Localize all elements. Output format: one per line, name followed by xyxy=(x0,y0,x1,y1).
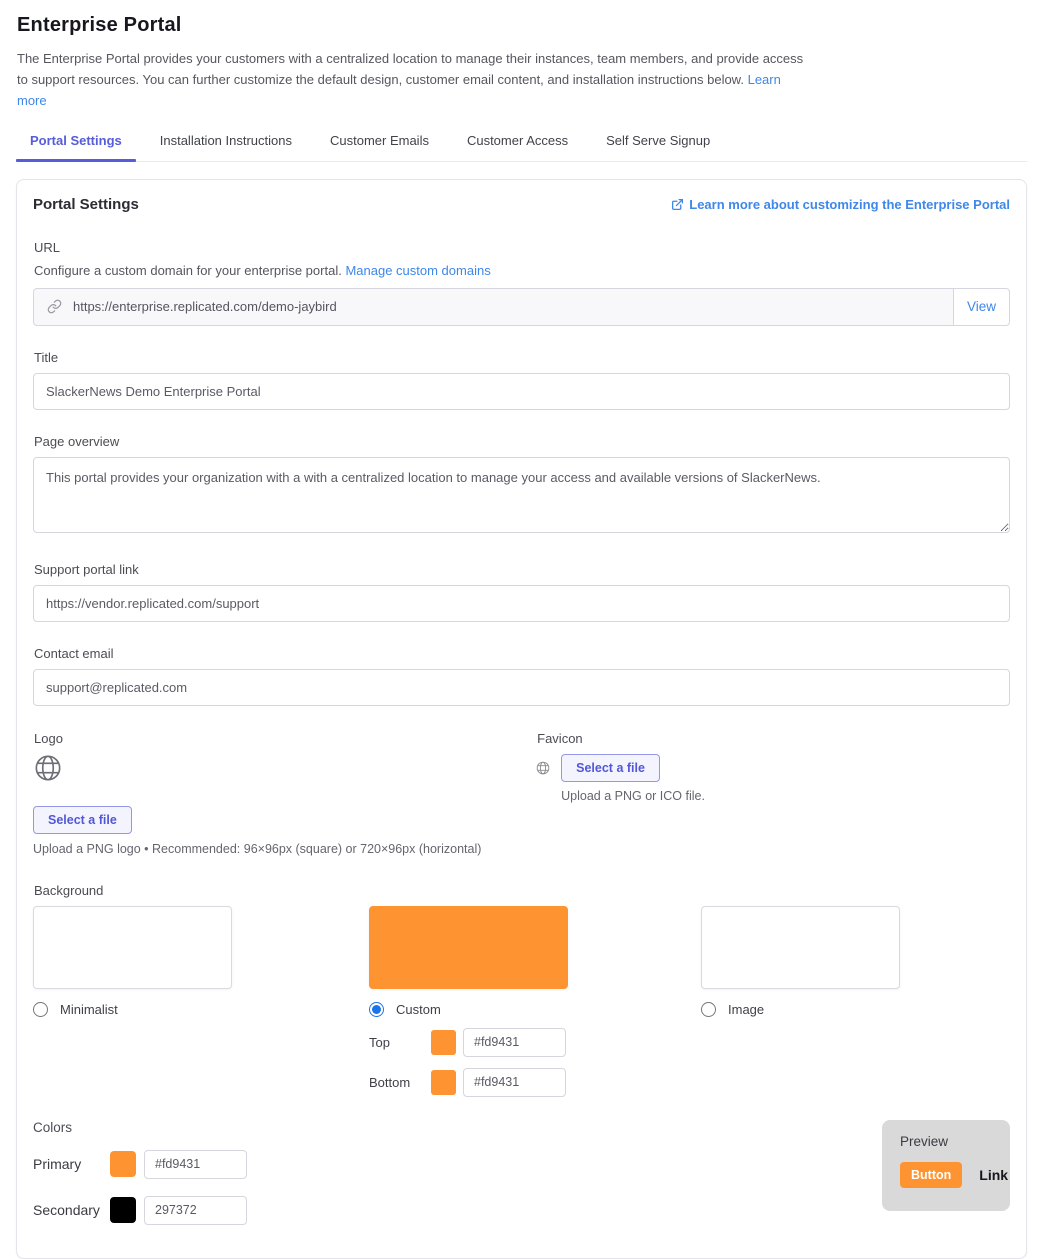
logo-favicon-row: Logo Select a file Upload a PNG logo • R… xyxy=(33,731,1010,856)
secondary-hex-input[interactable] xyxy=(144,1195,247,1225)
custom-preview-box[interactable] xyxy=(369,905,568,989)
theme-preview-box: Preview Button Link xyxy=(882,1119,1010,1211)
favicon-label: Favicon xyxy=(537,730,583,746)
url-field-group: URL Configure a custom domain for your e… xyxy=(33,240,1010,326)
colors-fields: Colors Primary Secondary xyxy=(33,1120,247,1242)
logo-globe-icon xyxy=(34,754,536,787)
background-label: Background xyxy=(34,882,104,898)
minimalist-radio[interactable] xyxy=(33,1001,48,1017)
support-portal-label: Support portal link xyxy=(34,561,139,577)
logo-help-text: Upload a PNG logo • Recommended: 96×96px… xyxy=(33,841,482,856)
title-label: Title xyxy=(34,349,59,365)
url-label: URL xyxy=(34,239,61,255)
primary-color-swatch[interactable] xyxy=(110,1151,136,1178)
logo-group: Logo Select a file Upload a PNG logo • R… xyxy=(33,731,536,856)
view-button[interactable]: View xyxy=(953,287,1010,326)
page-title: Enterprise Portal xyxy=(17,14,182,36)
favicon-select-file-button[interactable]: Select a file xyxy=(561,753,660,782)
contact-email-group: Contact email xyxy=(33,646,1010,706)
tab-installation-instructions[interactable]: Installation Instructions xyxy=(159,132,292,148)
background-top-row: Top xyxy=(369,1027,701,1057)
card-header: Portal Settings Learn more about customi… xyxy=(33,196,1010,213)
custom-radio[interactable] xyxy=(369,1001,384,1017)
page-overview-group: Page overview This portal provides your … xyxy=(33,434,1010,538)
page-overview-textarea[interactable]: This portal provides your organization w… xyxy=(33,456,1010,533)
primary-hex-input[interactable] xyxy=(144,1149,247,1179)
portal-url-value: https://enterprise.replicated.com/demo-j… xyxy=(73,299,337,315)
image-radio[interactable] xyxy=(701,1001,716,1017)
secondary-label: Secondary xyxy=(33,1202,100,1219)
favicon-globe-icon xyxy=(536,761,550,775)
primary-color-row: Primary xyxy=(33,1149,247,1179)
contact-email-label: Contact email xyxy=(34,645,114,661)
title-input[interactable] xyxy=(33,372,1010,410)
background-bottom-row: Bottom xyxy=(369,1067,701,1097)
preview-link-sample: Link xyxy=(979,1166,1009,1183)
page-description: The Enterprise Portal provides your cust… xyxy=(17,48,812,112)
external-link-icon xyxy=(671,198,684,211)
background-option-image: Image xyxy=(701,905,1010,1097)
tab-self-serve-signup[interactable]: Self Serve Signup xyxy=(606,132,711,148)
bottom-color-swatch[interactable] xyxy=(431,1069,456,1095)
custom-radio-label: Custom xyxy=(396,1001,441,1017)
manage-custom-domains-link[interactable]: Manage custom domains xyxy=(345,262,491,278)
tab-customer-access[interactable]: Customer Access xyxy=(466,132,569,148)
top-color-swatch[interactable] xyxy=(431,1029,456,1055)
preview-button-sample: Button xyxy=(900,1161,963,1188)
minimalist-radio-label: Minimalist xyxy=(60,1001,118,1017)
top-label: Top xyxy=(369,1034,390,1050)
customize-docs-link[interactable]: Learn more about customizing the Enterpr… xyxy=(671,197,1010,212)
background-option-custom: Custom Top Bottom xyxy=(369,905,701,1097)
preview-label: Preview xyxy=(900,1133,949,1149)
image-preview-box[interactable] xyxy=(701,905,900,989)
image-radio-label: Image xyxy=(728,1001,765,1017)
background-section: Background Minimalist Custom xyxy=(33,883,1010,1097)
link-chain-icon xyxy=(47,299,62,314)
card-title: Portal Settings xyxy=(33,195,139,213)
tab-customer-emails[interactable]: Customer Emails xyxy=(329,132,429,148)
url-display-field[interactable]: https://enterprise.replicated.com/demo-j… xyxy=(33,287,954,326)
favicon-help-text: Upload a PNG or ICO file. xyxy=(561,788,705,803)
title-field-group: Title xyxy=(33,350,1010,410)
colors-label: Colors xyxy=(33,1119,73,1135)
tab-bar: Portal Settings Installation Instruction… xyxy=(16,125,1027,162)
bottom-hex-input[interactable] xyxy=(463,1067,566,1097)
url-help: Configure a custom domain for your enter… xyxy=(34,263,1010,278)
learn-more-link[interactable]: Learn more xyxy=(17,72,781,109)
logo-label: Logo xyxy=(34,730,63,746)
page-overview-label: Page overview xyxy=(34,433,120,449)
page-description-text: The Enterprise Portal provides your cust… xyxy=(17,51,804,88)
top-hex-input[interactable] xyxy=(463,1027,566,1057)
contact-email-input[interactable] xyxy=(33,668,1010,706)
colors-section: Colors Primary Secondary Preview Button … xyxy=(33,1119,1010,1242)
support-portal-group: Support portal link xyxy=(33,562,1010,622)
minimalist-preview-box[interactable] xyxy=(33,905,232,989)
url-input-group: https://enterprise.replicated.com/demo-j… xyxy=(33,287,1010,326)
logo-select-file-button[interactable]: Select a file xyxy=(33,805,132,834)
support-portal-input[interactable] xyxy=(33,584,1010,622)
secondary-color-swatch[interactable] xyxy=(110,1197,136,1224)
customize-docs-link-label: Learn more about customizing the Enterpr… xyxy=(689,196,1010,212)
background-option-minimalist: Minimalist xyxy=(33,905,369,1097)
favicon-group: Favicon Select a file Upload a PNG or IC… xyxy=(536,731,1010,856)
url-help-text: Configure a custom domain for your enter… xyxy=(34,262,342,278)
secondary-color-row: Secondary xyxy=(33,1195,247,1225)
primary-label: Primary xyxy=(33,1156,82,1173)
portal-settings-card: Portal Settings Learn more about customi… xyxy=(16,178,1027,1259)
bottom-label: Bottom xyxy=(369,1074,411,1090)
tab-portal-settings[interactable]: Portal Settings xyxy=(16,125,136,162)
